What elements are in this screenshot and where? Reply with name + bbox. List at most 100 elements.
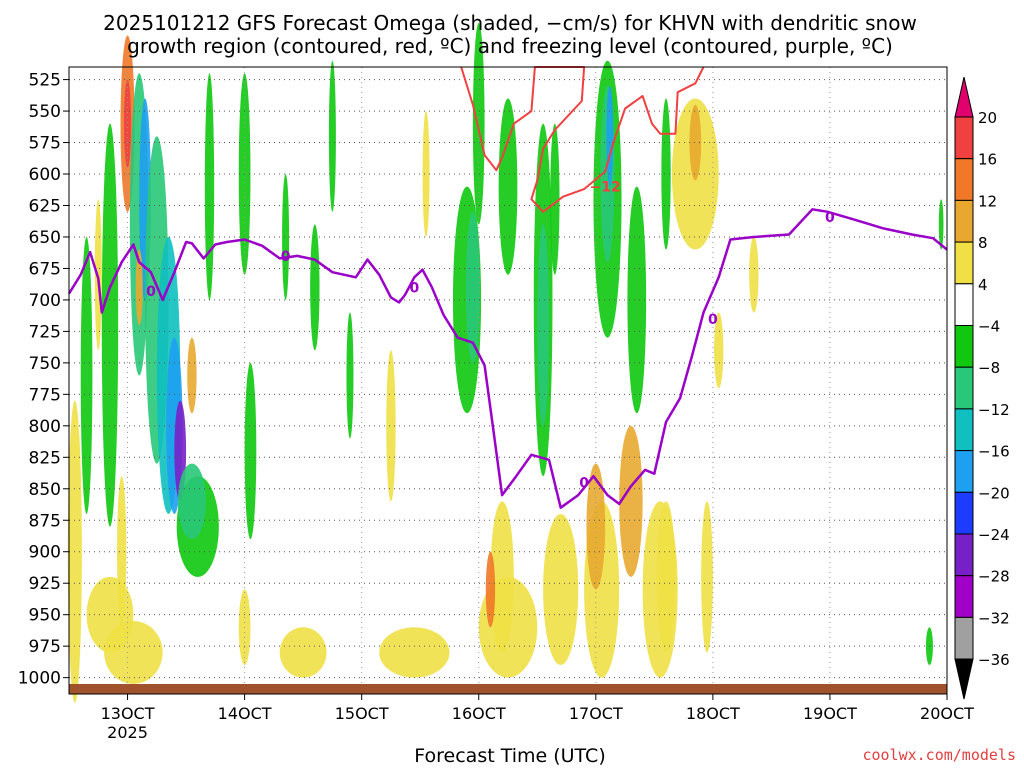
colorbar-swatch (954, 533, 974, 577)
colorbar-bottom-cap (954, 658, 974, 700)
omega-shade (177, 463, 206, 540)
omega-shade (135, 249, 143, 326)
x-tick-label: 15OCT (335, 704, 389, 723)
dgz-label: −12 (590, 180, 621, 196)
colorbar-label: −24 (978, 526, 1010, 544)
colorbar-label: −16 (978, 443, 1010, 461)
omega-shade (472, 22, 485, 225)
omega-shade (187, 337, 197, 414)
y-tick-label: 625 (29, 196, 61, 216)
omega-shade (543, 513, 579, 666)
chart-subtitle: growth region (contoured, red, ºC) and f… (127, 34, 893, 58)
colorbar-swatch (954, 116, 974, 160)
colorbar-label: −28 (978, 568, 1010, 586)
y-tick-label: 850 (29, 480, 61, 500)
y-tick-label: 975 (29, 637, 61, 657)
colorbar-label: −12 (978, 401, 1010, 419)
omega-shade (490, 501, 514, 653)
omega-shade (586, 463, 606, 590)
freezing-level-label: 0 (825, 210, 835, 226)
omega-shade (550, 123, 560, 275)
x-tick-label: 17OCT (569, 704, 623, 723)
colorbar-label: 4 (978, 276, 988, 294)
colorbar-swatch (954, 491, 974, 535)
y-tick-label: 725 (29, 322, 61, 342)
omega-shade (279, 627, 327, 678)
omega-shade (656, 501, 676, 653)
colorbar-swatch (954, 241, 974, 285)
colorbar-label: 8 (978, 234, 988, 252)
colorbar-label: −20 (978, 484, 1010, 502)
y-tick-label: 650 (29, 228, 61, 248)
colorbar-swatch (954, 283, 974, 326)
x-tick-label: 14OCT (218, 704, 272, 723)
omega-shade (204, 73, 215, 300)
y-tick-label: 875 (29, 511, 61, 531)
x-tick-label: 20OCT (920, 704, 974, 723)
colorbar: 20 16 12 8 4 −4 −8 −12 −16 −20 −24 −28 −32 −36 (954, 76, 1010, 700)
x-tick-label: 16OCT (452, 704, 506, 723)
omega-shade (80, 236, 93, 514)
x-axis-label: Forecast Time (UTC) (414, 745, 605, 767)
x-tick-sublabel: 2025 (107, 723, 148, 742)
y-tick-label: 750 (29, 354, 61, 374)
dgz-contour (460, 66, 705, 213)
colorbar-swatch (954, 325, 974, 368)
omega-shade (386, 350, 396, 502)
freezing-level-label: 0 (281, 249, 291, 265)
omega-shade (422, 111, 430, 237)
y-tick-label: 525 (29, 71, 61, 91)
y-tick-labels: 525 550 575 600 625 650 675 700 725 750 775 800 825 8… (18, 71, 69, 689)
plot-frame (68, 66, 948, 695)
y-tick-label: 950 (29, 606, 61, 626)
y-tick-label: 825 (29, 448, 61, 468)
x-tick-label: 19OCT (803, 704, 857, 723)
omega-shade (537, 224, 549, 426)
omega-shade (701, 501, 713, 653)
omega-shade (749, 236, 759, 313)
omega-shade (606, 85, 614, 187)
omega-shade (661, 98, 671, 250)
freezing-level-label: 0 (579, 475, 589, 491)
y-tick-label: 800 (29, 417, 61, 437)
omega-shade (124, 79, 132, 168)
y-tick-label: 550 (29, 102, 61, 122)
colorbar-swatch (954, 158, 974, 201)
colorbar-label: 16 (978, 151, 997, 169)
colorbar-label: −32 (978, 609, 1010, 627)
y-tick-label: 900 (29, 543, 61, 563)
y-tick-label: 675 (29, 259, 61, 279)
colorbar-swatch (954, 366, 974, 410)
omega-shade (689, 104, 702, 181)
y-tick-label: 700 (29, 291, 61, 311)
freezing-level-contour (67, 208, 948, 509)
y-tick-label: 1000 (18, 669, 61, 689)
credit-link[interactable]: coolwx.com/models (862, 746, 1016, 764)
omega-shade (714, 312, 724, 389)
omega-shade (310, 224, 320, 351)
chart-title: 2025101212 GFS Forecast Omega (shaded, −… (103, 11, 917, 35)
colorbar-label: −8 (978, 359, 1000, 377)
omega-shade (244, 362, 257, 540)
colorbar-swatch (954, 408, 974, 452)
y-tick-label: 775 (29, 385, 61, 405)
omega-shade (282, 174, 290, 300)
colorbar-swatch (954, 616, 974, 660)
y-tick-label: 575 (29, 134, 61, 154)
omega-shade (101, 123, 119, 527)
omega-shade (346, 312, 354, 439)
omega-shade (328, 60, 336, 212)
y-tick-label: 600 (29, 165, 61, 185)
omega-shade (498, 98, 518, 275)
colorbar-label: −36 (978, 651, 1010, 669)
colorbar-label: 12 (978, 192, 997, 210)
colorbar-swatch (954, 199, 974, 243)
ground-strip (69, 684, 947, 694)
y-tick-label: 925 (29, 574, 61, 594)
x-tick-label: 13OCT (101, 704, 155, 723)
omega-shade (379, 627, 450, 678)
freezing-level-label: 0 (146, 284, 156, 300)
colorbar-label: 20 (978, 109, 997, 127)
